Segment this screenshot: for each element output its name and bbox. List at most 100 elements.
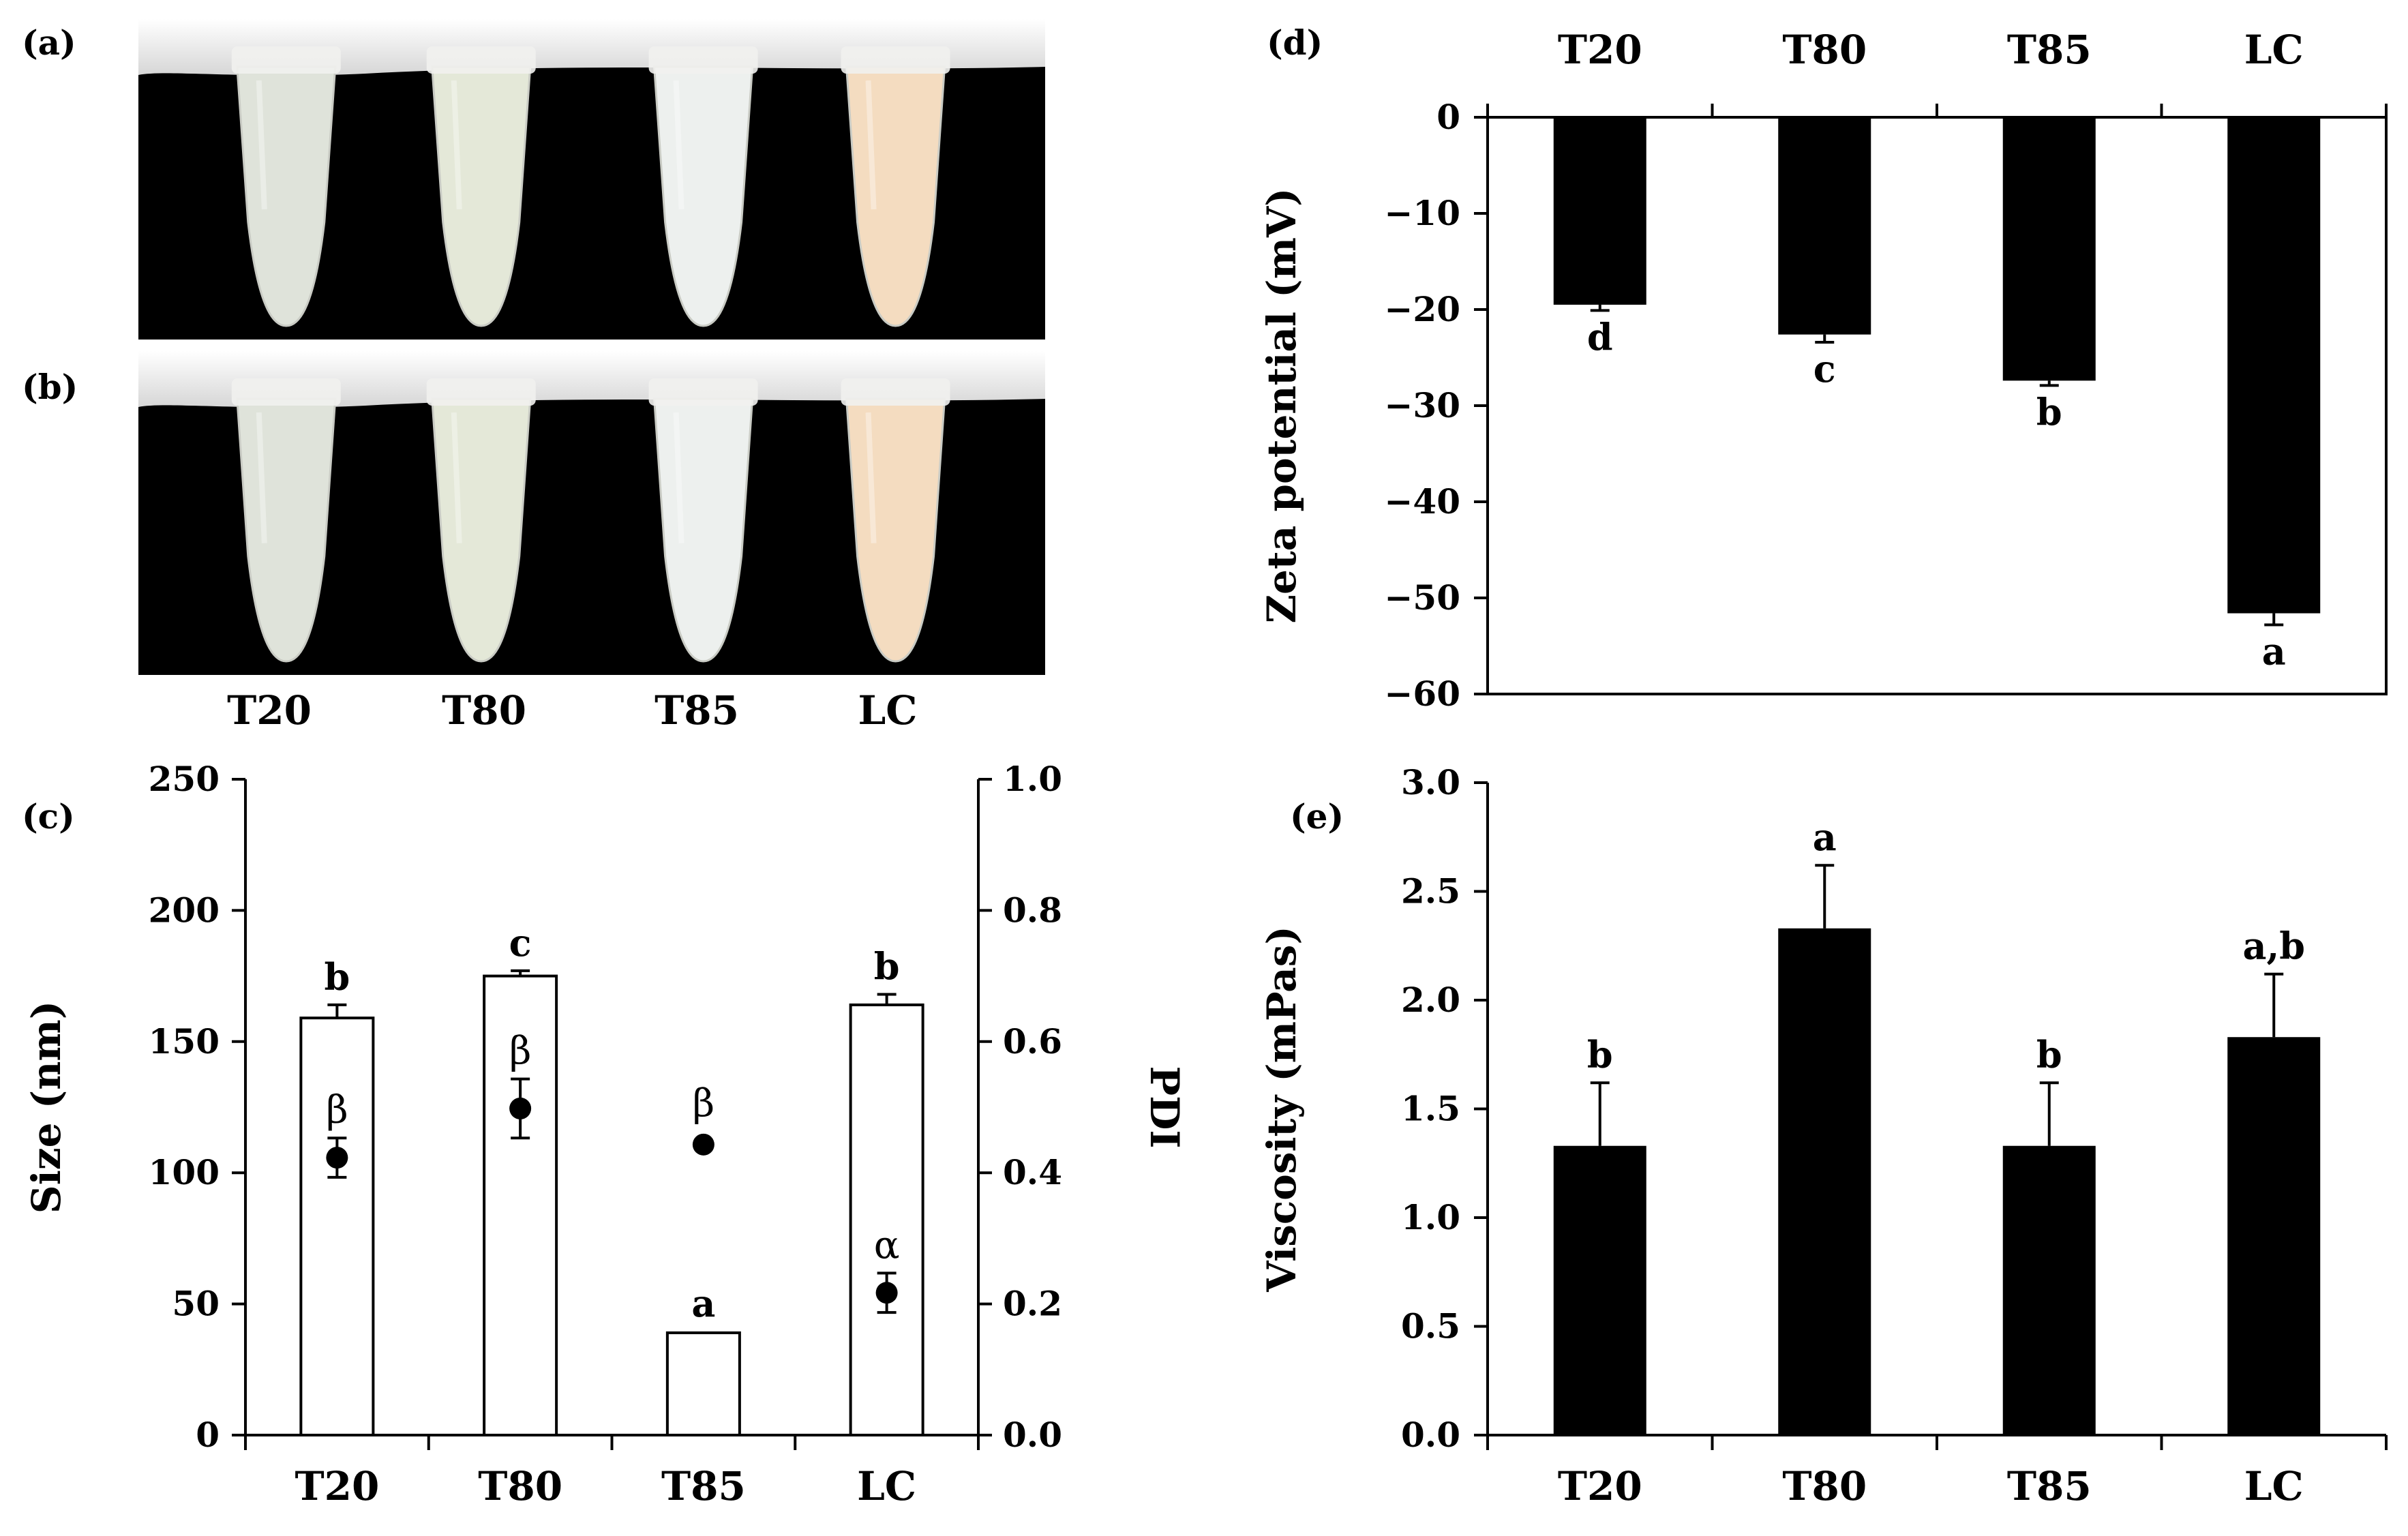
d-y-axis-label: Zeta potential (mV)	[1259, 188, 1305, 624]
e-bar-t20	[1553, 1145, 1646, 1435]
e-bar-lc	[2227, 1037, 2321, 1435]
e-y-tick-label: 3.0	[1401, 762, 1460, 802]
e-bar-t85	[2002, 1145, 2096, 1435]
e-sig-label: b	[2036, 1033, 2062, 1076]
tube-cap-lc	[841, 378, 950, 406]
chart-c-size-pdi: 0 50 100 150 200 250 0.0 0.2 0.4 0.6 0.8 1.0 Size (n…	[23, 759, 1188, 1509]
tube-t20	[236, 65, 337, 327]
c-size-sig-label: c	[509, 921, 532, 965]
tube-cap-t85	[648, 378, 758, 406]
panel-label-a: (a)	[22, 22, 76, 63]
c-bar-size-t80	[483, 974, 558, 1436]
panel-label-c: (c)	[22, 796, 75, 837]
c-bar-size-t85	[665, 1331, 741, 1436]
c-y-axis-label: Size (nm)	[23, 1001, 70, 1214]
e-category-label-t20: T20	[1558, 1463, 1642, 1509]
tube-highlight	[256, 80, 267, 210]
c-category-label-t20: T20	[295, 1463, 379, 1509]
d-sig-label: b	[2036, 390, 2062, 434]
c-y-tick-label: 100	[149, 1152, 220, 1192]
c-y-tick-label: 50	[172, 1284, 220, 1324]
c-y2-tick-label: 0.4	[1003, 1152, 1062, 1192]
c-category-label-t85: T85	[661, 1463, 746, 1509]
d-y-tick-label: −10	[1385, 193, 1460, 233]
c-y2-tick-label: 0.2	[1003, 1284, 1062, 1324]
c-pdi-point-t80	[509, 1097, 532, 1119]
tube-t80	[431, 397, 532, 663]
e-sig-label: b	[1587, 1033, 1613, 1076]
tube-cap-t20	[231, 46, 341, 74]
e-category-label-lc: LC	[2244, 1463, 2304, 1509]
tube-cap-lc	[841, 46, 950, 74]
tube-t80	[431, 65, 532, 327]
e-category-label-t85: T85	[2007, 1463, 2092, 1509]
d-y-tick-label: −40	[1385, 481, 1460, 522]
c-size-sig-label: a	[691, 1282, 715, 1325]
d-sig-label: d	[1587, 315, 1613, 359]
panel-label-b: (b)	[22, 367, 78, 407]
d-bar-t80	[1778, 117, 1871, 335]
e-category-label-t80: T80	[1782, 1463, 1867, 1509]
c-pdi-sig-label: α	[874, 1223, 900, 1267]
d-y-tick-label: 0	[1436, 97, 1460, 137]
e-y-axis-label: Viscosity (mPas)	[1259, 926, 1305, 1293]
c-y-tick-label: 0	[196, 1415, 220, 1455]
tube-cap-t85	[648, 46, 758, 74]
tube-highlight	[865, 80, 877, 210]
e-bar-t80	[1778, 928, 1871, 1435]
c-y-tick-label: 200	[149, 890, 220, 930]
c-pdi-point-t85	[692, 1133, 714, 1156]
c-pdi-point-lc	[875, 1282, 898, 1304]
e-y-tick-label: 2.0	[1401, 980, 1460, 1020]
c-pdi-sig-label: β	[509, 1029, 531, 1074]
d-y-tick-label: −60	[1385, 674, 1460, 714]
tube-highlight	[865, 412, 877, 543]
chart-d-zeta-potential: −60 −50 −40 −30 −20 −10 0 Zeta potential (mV) d T…	[1259, 27, 2388, 714]
d-category-label-lc: LC	[2244, 27, 2304, 73]
c-bar-size-lc	[849, 1003, 924, 1436]
tube-cap-t80	[426, 46, 536, 74]
c-pdi-point-t20	[326, 1147, 348, 1169]
tube-highlight	[256, 412, 267, 543]
d-bar-lc	[2227, 117, 2321, 614]
photo-label-t80: T80	[442, 687, 526, 734]
d-bar-t20	[1553, 117, 1646, 305]
tube-rack-strip	[138, 19, 1045, 76]
photo-tube-labels: T20 T80 T85 LC	[227, 687, 917, 734]
e-y-tick-label: 0.0	[1401, 1415, 1460, 1455]
photo-label-t85: T85	[654, 687, 739, 734]
d-category-label-t80: T80	[1782, 27, 1867, 73]
c-y2-axis-label: PDI	[1141, 1066, 1188, 1148]
photo-a	[138, 19, 1045, 340]
c-pdi-sig-label: β	[693, 1082, 714, 1126]
d-category-label-t85: T85	[2007, 27, 2092, 73]
d-sig-label: c	[1813, 347, 1836, 391]
c-category-label-lc: LC	[857, 1463, 916, 1509]
c-bar-size-t20	[299, 1017, 375, 1436]
c-y-tick-label: 250	[149, 759, 220, 799]
e-sig-label: a,b	[2242, 924, 2305, 968]
e-y-tick-label: 2.5	[1401, 871, 1460, 912]
c-y2-tick-label: 0.0	[1003, 1415, 1062, 1455]
e-y-tick-label: 1.5	[1401, 1089, 1460, 1129]
d-category-label-t20: T20	[1558, 27, 1642, 73]
tube-lc	[845, 65, 946, 327]
panel-label-d: (d)	[1267, 22, 1323, 63]
chart-e-viscosity: 0.0 0.5 1.0 1.5 2.0 2.5 3.0 Viscosity (mPas) b T2…	[1259, 762, 2388, 1509]
c-size-sig-label: b	[874, 945, 900, 989]
e-y-tick-label: 0.5	[1401, 1306, 1460, 1346]
tube-t85	[652, 397, 754, 663]
panel-label-e: (e)	[1290, 796, 1344, 837]
e-sig-label: a	[1813, 815, 1837, 859]
photo-label-lc: LC	[858, 687, 918, 734]
tube-highlight	[451, 80, 462, 210]
c-category-label-t80: T80	[478, 1463, 562, 1509]
c-y2-tick-label: 0.8	[1003, 890, 1062, 930]
c-size-sig-label: b	[324, 955, 350, 999]
tube-highlight	[673, 412, 684, 543]
c-y2-tick-label: 0.6	[1003, 1021, 1062, 1061]
tube-t20	[236, 397, 337, 663]
e-y-tick-label: 1.0	[1401, 1197, 1460, 1237]
d-sig-label: a	[2262, 629, 2286, 673]
